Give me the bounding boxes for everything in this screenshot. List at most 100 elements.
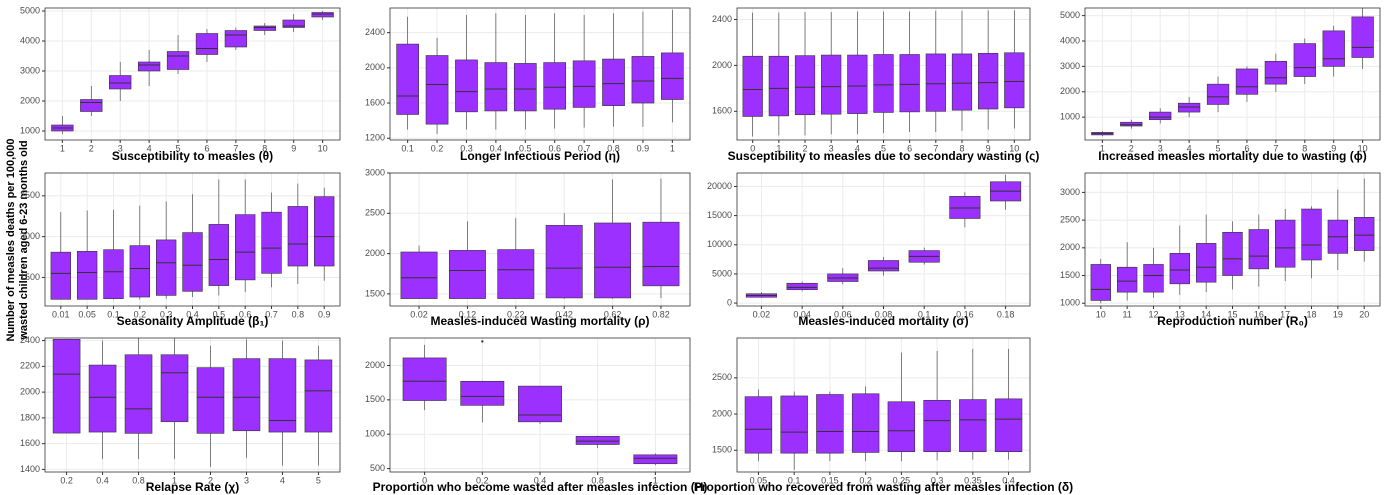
box <box>76 251 98 300</box>
y-tick-label: 1000 <box>1060 298 1080 308</box>
x-tick-label: 8 <box>959 143 964 153</box>
box <box>518 385 562 423</box>
x-axis-label: Increased measles mortality due to wasti… <box>1098 149 1366 163</box>
y-tick-label: 1800 <box>20 412 40 422</box>
box <box>847 54 868 114</box>
y-tick-label: 2500 <box>1060 214 1080 224</box>
x-tick-label: 0.4 <box>1002 475 1015 485</box>
box <box>232 358 261 432</box>
box <box>1177 102 1201 113</box>
x-tick-label: 19 <box>1333 309 1343 319</box>
box <box>311 12 334 18</box>
x-axis-label: Seasonality Amplitude (β₁) <box>117 314 269 328</box>
y-tick-label: 1500 <box>712 445 732 455</box>
x-tick-label: 7 <box>1273 143 1278 153</box>
x-tick-label: 0.06 <box>834 309 852 319</box>
y-tick-label: 20000 <box>707 181 732 191</box>
y-tick-label: 2000 <box>20 95 40 105</box>
y-tick-label: 1600 <box>20 438 40 448</box>
x-tick-label: 0.22 <box>507 309 525 319</box>
box <box>425 55 449 125</box>
box <box>195 33 219 55</box>
box <box>1275 219 1296 268</box>
box <box>642 221 680 287</box>
box <box>1116 266 1138 293</box>
y-tick-label: 3000 <box>1060 187 1080 197</box>
x-tick-label: 6 <box>1244 143 1249 153</box>
x-tick-label: 0.6 <box>548 143 561 153</box>
box <box>1301 208 1322 261</box>
box <box>137 61 161 72</box>
box <box>50 251 71 300</box>
box <box>1195 243 1217 283</box>
x-tick-label: 0 <box>422 475 427 485</box>
box <box>1149 111 1172 120</box>
box <box>400 251 438 299</box>
x-tick-label: 0.15 <box>821 475 839 485</box>
y-tick-label: 2000 <box>20 231 40 241</box>
y-tick-label: 2000 <box>20 386 40 396</box>
x-tick-label: 0.05 <box>750 475 768 485</box>
y-tick-label: 1600 <box>712 106 732 116</box>
x-tick-label: 0.4 <box>534 475 547 485</box>
x-tick-label: 6 <box>204 143 209 153</box>
y-tick-label: 1500 <box>365 394 385 404</box>
y-tick-label: 4000 <box>1060 35 1080 45</box>
box <box>768 55 789 117</box>
y-tick-label: 0 <box>727 297 732 307</box>
y-axis-label: wasted children aged 6-23 months old <box>18 140 30 340</box>
x-tick-label: 0.05 <box>78 309 96 319</box>
x-tick-label: 0.2 <box>431 143 444 153</box>
y-tick-label: 3000 <box>1060 61 1080 71</box>
box <box>1248 229 1270 270</box>
y-tick-label: 3000 <box>365 167 385 177</box>
y-tick-label: 5000 <box>20 5 40 15</box>
box <box>633 454 678 465</box>
x-axis-label: Susceptibility to measles (θ) <box>112 149 273 163</box>
x-tick-label: 10 <box>1358 143 1368 153</box>
x-tick-label: 3 <box>829 143 834 153</box>
y-tick-label: 2500 <box>20 190 40 200</box>
x-tick-label: 5 <box>316 475 321 485</box>
box <box>545 225 583 299</box>
x-tick-label: 0.8 <box>132 475 145 485</box>
x-tick-label: 0.3 <box>931 475 944 485</box>
x-tick-label: 0.35 <box>964 475 982 485</box>
y-tick-label: 1200 <box>365 133 385 143</box>
x-tick-label: 14 <box>1201 309 1211 319</box>
x-tick-label: 8 <box>1302 143 1307 153</box>
y-tick-label: 15000 <box>707 210 732 220</box>
box <box>314 196 335 267</box>
box <box>572 60 596 108</box>
x-tick-label: 15 <box>1227 309 1237 319</box>
box <box>129 245 150 298</box>
box <box>816 394 844 454</box>
x-axis-label: Proportion who become wasted after measl… <box>373 480 708 494</box>
x-tick-label: 0.18 <box>997 309 1015 319</box>
box <box>1169 253 1190 285</box>
x-tick-label: 2 <box>1129 143 1134 153</box>
x-tick-label: 0.7 <box>265 309 278 319</box>
x-tick-label: 17 <box>1280 309 1290 319</box>
box <box>1222 231 1243 276</box>
x-tick-label: 9 <box>291 143 296 153</box>
y-tick-label: 1500 <box>365 288 385 298</box>
x-tick-label: 0.1 <box>401 143 414 153</box>
x-tick-label: 7 <box>233 143 238 153</box>
x-axis-label: Relapse Rate (χ) <box>146 480 240 494</box>
y-tick-label: 2000 <box>365 360 385 370</box>
box <box>1351 16 1374 58</box>
box <box>224 30 248 48</box>
x-tick-label: 0.9 <box>318 309 331 319</box>
box <box>978 53 999 110</box>
box <box>1004 52 1025 109</box>
box <box>88 364 117 433</box>
x-tick-label: 20 <box>1359 309 1369 319</box>
x-axis-label: Reproduction number (R₀) <box>1157 314 1308 328</box>
box <box>253 25 276 31</box>
box <box>661 52 684 100</box>
box <box>160 354 189 423</box>
x-tick-label: 5 <box>881 143 886 153</box>
box <box>1143 264 1164 293</box>
panel-border <box>44 337 341 473</box>
